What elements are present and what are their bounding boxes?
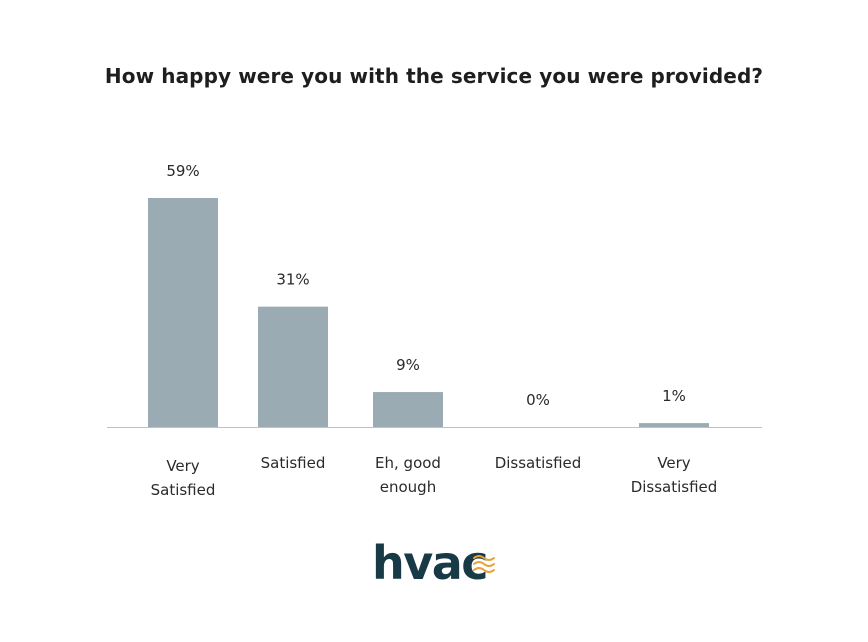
wave-icon (473, 555, 495, 573)
bar-chart: 59% Very Satisfied 31% Satisfied 9% Eh, good en… (107, 162, 762, 499)
data-label: 1% (662, 387, 686, 405)
bar (148, 198, 218, 427)
category-label: Dissatisfied (495, 454, 582, 472)
chart-title: How happy were you with the service you … (104, 64, 764, 88)
data-label: 9% (396, 356, 420, 374)
bar (639, 423, 709, 427)
category-label: Eh, good enough (375, 454, 441, 496)
category-label: Satisfied (261, 454, 326, 472)
logo-wordmark: hvac (372, 536, 487, 590)
bar (258, 306, 328, 427)
data-label: 59% (166, 162, 199, 180)
bar (373, 392, 443, 427)
category-label: Very Dissatisfied (631, 454, 718, 496)
data-label: 0% (526, 391, 550, 409)
hvac-logo: hvac (372, 536, 495, 590)
category-label: Very Satisfied (151, 457, 216, 499)
data-label: 31% (276, 271, 309, 289)
